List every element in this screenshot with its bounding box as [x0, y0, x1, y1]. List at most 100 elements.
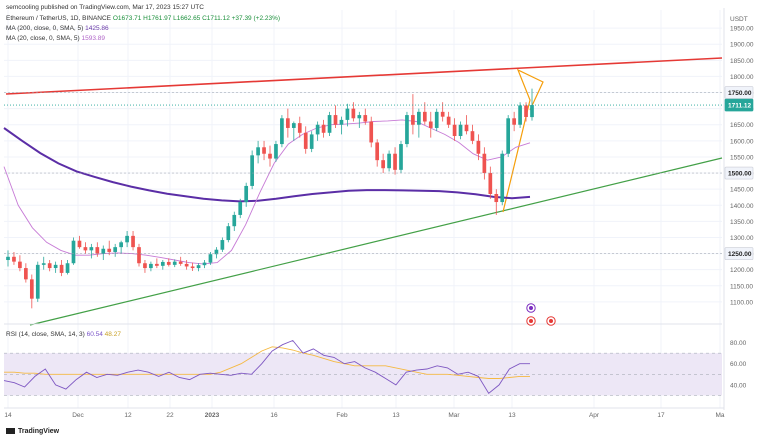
candle-body [83, 247, 88, 251]
candle-body [381, 160, 385, 169]
candle-body [411, 115, 415, 125]
ohlc-values: O1673.71 H1761.97 L1662.65 C1711.12 +37.… [112, 15, 281, 22]
price-tick-label: 1600.00 [730, 138, 754, 145]
candle-body [268, 153, 272, 159]
candle-body [309, 134, 314, 149]
ma200-value: 1425.86 [85, 25, 109, 32]
candle-body [351, 108, 356, 119]
candle-body [458, 124, 463, 137]
candle-body [488, 173, 493, 194]
candle-body [375, 142, 380, 161]
rsi-tick-label: 80.00 [730, 340, 747, 347]
candle-body [506, 118, 511, 154]
support-line [29, 157, 723, 326]
rsi-ma-value: 48.27 [104, 331, 121, 338]
price-tick-label: 1200.00 [730, 267, 754, 274]
candle-body [530, 105, 534, 118]
event-icons[interactable] [526, 303, 556, 326]
ma200-legend[interactable]: MA (200, close, 0, SMA, 5) 1425.86 [6, 25, 109, 32]
candle-body [500, 153, 505, 203]
candle-body [428, 121, 433, 128]
candle-body [280, 118, 284, 145]
price-tick-label: 1150.00 [730, 283, 753, 290]
candle-body [143, 263, 147, 269]
candle-body [59, 264, 64, 273]
publisher-line: semcooling published on TradingView.com,… [6, 4, 204, 11]
candle-body [244, 185, 249, 203]
candle-body [220, 240, 225, 250]
event-flag-icon [546, 316, 556, 326]
candle-body [226, 226, 231, 241]
candle-body [155, 263, 159, 266]
candle-body [149, 263, 153, 269]
candle-body [363, 115, 368, 122]
candle-body [434, 111, 439, 128]
time-tick-label: 16 [270, 412, 278, 419]
time-tick-label: Apr [589, 412, 600, 419]
candle-body [166, 261, 171, 265]
price-tag-label: 1711.12 [728, 103, 752, 110]
candle-body [232, 214, 237, 227]
candle-body [178, 261, 183, 264]
rsi-line [3, 339, 530, 394]
event-flag-icon [526, 303, 536, 313]
candle-body [202, 262, 207, 266]
time-axis: 14 Dec 12 22 2023 16 Feb 13 Mar 13 Apr 17 Ma [4, 407, 725, 419]
candles [6, 88, 534, 309]
moving-averages [3, 119, 531, 265]
time-tick-label: 12 [124, 412, 132, 419]
price-tag [724, 98, 754, 112]
candle-body [369, 121, 374, 143]
candle-body [77, 240, 82, 248]
candle-body [89, 247, 94, 251]
rsi-legend[interactable]: RSI (14, close, SMA, 14, 3) 60.54 48.27 [6, 331, 121, 338]
candle-body [303, 132, 308, 149]
candle-body [131, 235, 135, 248]
price-tick-label: 1400.00 [730, 203, 754, 210]
candle-body [446, 116, 451, 125]
ma200-label: MA (200, close, 0, SMA, 5) [6, 25, 84, 32]
candle-body [184, 263, 189, 267]
candle-body [250, 155, 254, 186]
price-tick-label: 1450.00 [730, 187, 754, 194]
candle-body [422, 111, 427, 122]
price-axis: USDT 1100.00 1150.00 1200.00 1250.00 1300.00 1… [4, 8, 754, 410]
candle-body [47, 263, 52, 269]
candle-body [190, 266, 195, 269]
candle-body [137, 247, 141, 264]
candle-body [286, 118, 290, 128]
candle-body [321, 124, 326, 133]
grid [4, 10, 722, 408]
price-tick-label: 1300.00 [730, 235, 754, 242]
candle-body [65, 263, 70, 273]
resistance-line [5, 57, 723, 95]
candle-body [101, 248, 106, 254]
price-tick-label: 1900.00 [730, 42, 754, 49]
candle-body [297, 123, 302, 133]
tradingview-logo[interactable]: TradingView [6, 428, 59, 435]
candle-body [160, 261, 165, 266]
price-tick-label: 1550.00 [730, 154, 754, 161]
price-tick-label: 1100.00 [730, 299, 753, 306]
candle-body [470, 131, 475, 141]
symbol-name: Ethereum / TetherUS, 1D, BINANCE [6, 15, 112, 22]
time-tick-label: 17 [657, 412, 665, 419]
candle-body [327, 115, 332, 133]
trendlines [5, 57, 723, 326]
ma200-line [3, 127, 531, 203]
candle-body [172, 261, 177, 265]
candle-body [274, 144, 278, 159]
ma20-legend[interactable]: MA (20, close, 0, SMA, 5) 1593.89 [6, 35, 105, 42]
candle-body [214, 249, 219, 255]
candle-body [95, 247, 100, 254]
ma20-value: 1593.89 [81, 35, 106, 42]
time-tick-label: Feb [336, 412, 348, 419]
price-tick-label: 1950.00 [730, 26, 754, 33]
rsi-pane: 40.00 60.00 80.00 [3, 323, 747, 396]
candle-body [18, 261, 22, 269]
candle-body [256, 147, 260, 156]
candle-body [393, 153, 397, 170]
candle-body [440, 111, 445, 117]
time-tick-label: 22 [166, 412, 174, 419]
